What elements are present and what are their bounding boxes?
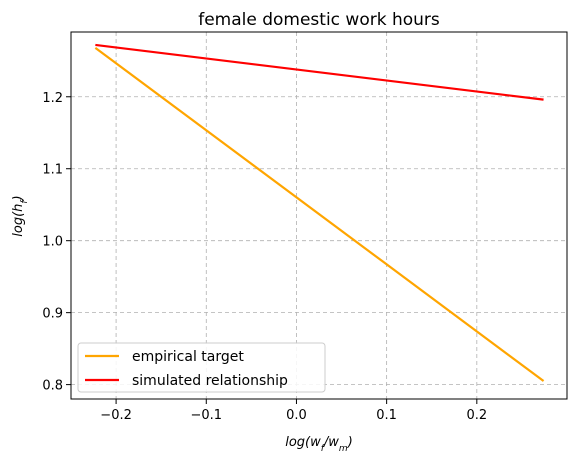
legend: empirical target simulated relationship <box>77 342 326 393</box>
series-lines <box>94 43 545 382</box>
legend-label-simulated: simulated relationship <box>132 373 288 389</box>
y-tick-label: 0.8 <box>42 379 63 394</box>
x-axis-label: log(wf/wm) <box>285 435 353 454</box>
x-tick-label: −0.2 <box>100 408 132 423</box>
series-line-1 <box>95 43 544 101</box>
series-line-0 <box>94 46 545 382</box>
y-tick-label: 1.0 <box>42 235 63 250</box>
x-tick-label: −0.1 <box>190 408 222 423</box>
y-axis-label: log(hf) <box>11 195 30 236</box>
legend-box <box>77 342 326 393</box>
legend-label-empirical: empirical target <box>132 349 244 365</box>
y-tick-label: 1.1 <box>42 163 63 178</box>
x-ticks: −0.2 −0.1 0.0 0.1 0.2 <box>100 399 487 423</box>
chart-title: female domestic work hours <box>198 10 440 30</box>
plot-frame <box>70 31 568 400</box>
x-tick-label: 0.2 <box>466 408 487 423</box>
y-tick-label: 1.2 <box>42 91 63 106</box>
y-tick-label: 0.9 <box>42 307 63 322</box>
x-tick-label: 0.1 <box>376 408 397 423</box>
x-tick-label: 0.0 <box>286 408 307 423</box>
y-ticks: 0.8 0.9 1.0 1.1 1.2 <box>42 91 71 394</box>
grid-lines <box>71 32 567 399</box>
